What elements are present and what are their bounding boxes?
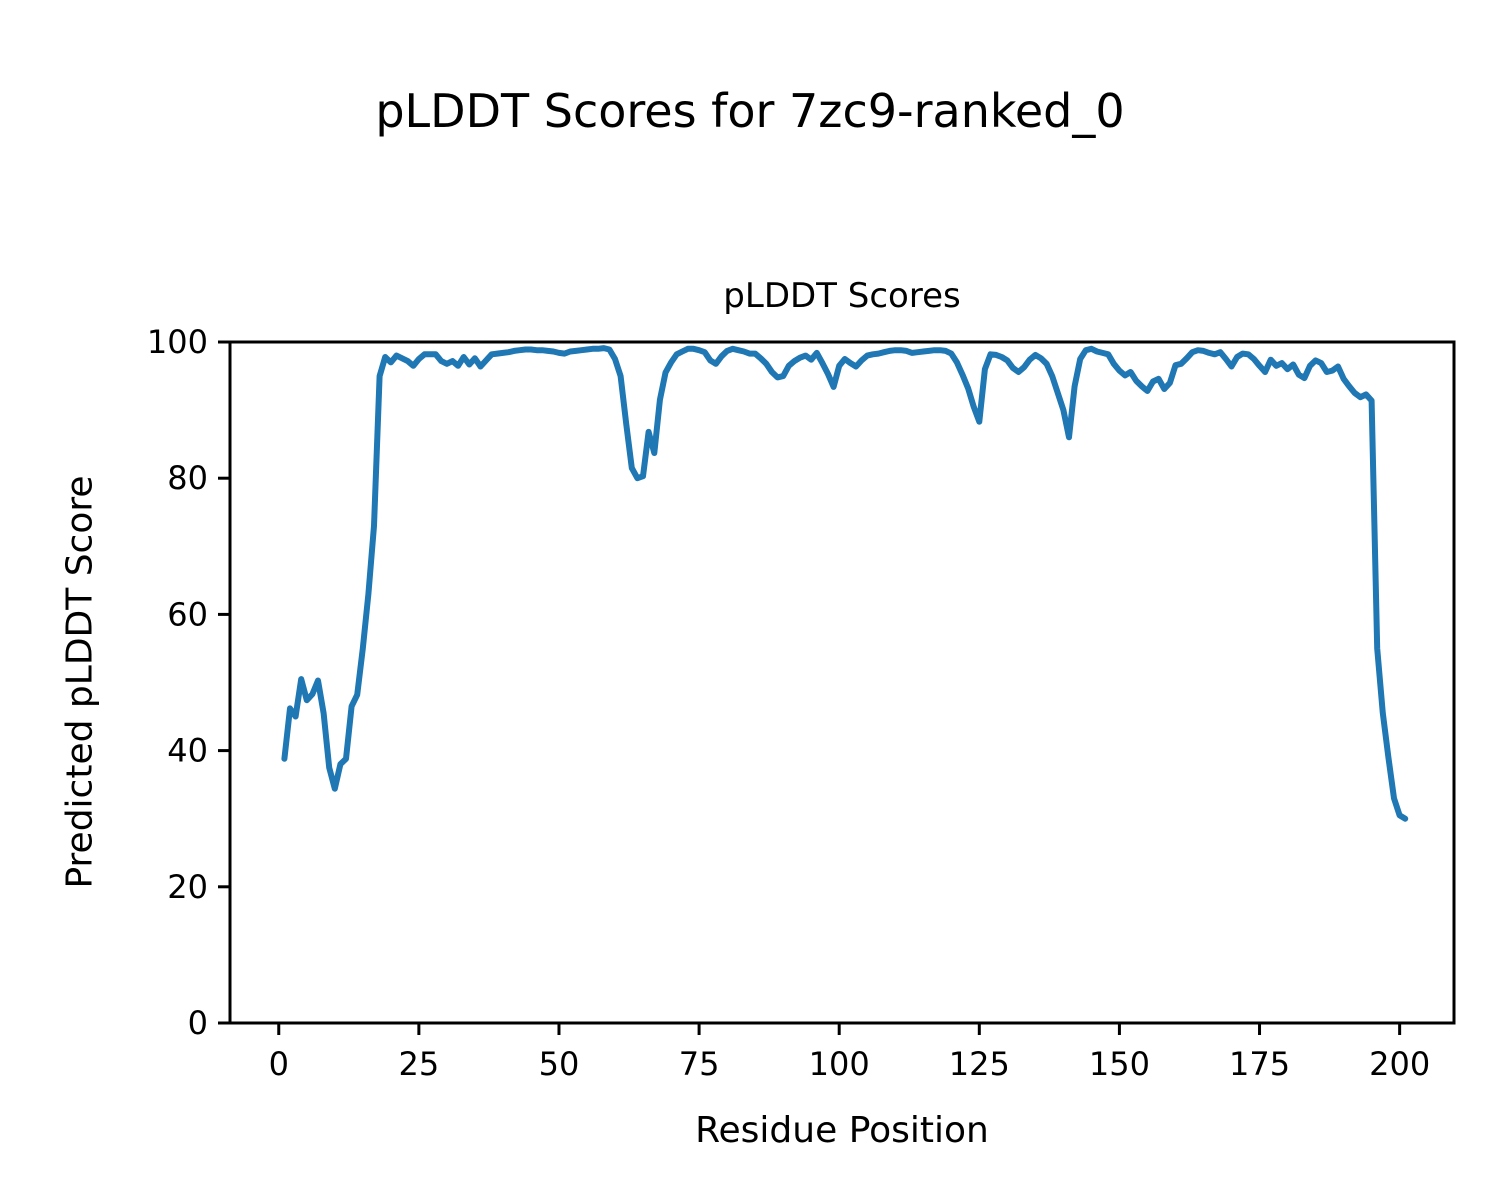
y-tick-label: 60 xyxy=(167,595,208,633)
axes-frame xyxy=(228,340,1456,1025)
x-tick-label: 25 xyxy=(399,1045,440,1083)
x-tick-label: 0 xyxy=(269,1045,289,1083)
x-tick-label: 175 xyxy=(1229,1045,1290,1083)
x-tick-label: 125 xyxy=(949,1045,1010,1083)
axes-title: pLDDT Scores xyxy=(723,276,961,316)
y-axis-label: Predicted pLDDT Score xyxy=(59,475,101,889)
y-tick-label: 20 xyxy=(167,868,208,906)
x-tick-label: 50 xyxy=(539,1045,580,1083)
figure-title: pLDDT Scores for 7zc9-ranked_0 xyxy=(375,84,1125,138)
y-tick-label: 100 xyxy=(147,323,208,361)
y-tick-label: 0 xyxy=(188,1004,208,1042)
y-tick-label: 40 xyxy=(167,732,208,770)
x-axis-label: Residue Position xyxy=(695,1110,989,1151)
x-tick-label: 100 xyxy=(809,1045,870,1083)
plddt-line xyxy=(281,345,1409,822)
x-tick-label: 75 xyxy=(679,1045,720,1083)
x-tick-label: 150 xyxy=(1089,1045,1150,1083)
y-tick-label: 80 xyxy=(167,459,208,497)
x-tick-label: 200 xyxy=(1369,1045,1430,1083)
